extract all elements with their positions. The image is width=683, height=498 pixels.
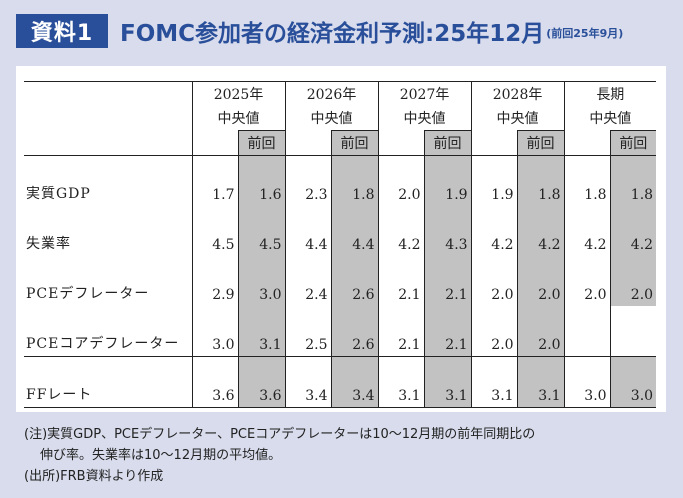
- cell-value: 2.0: [516, 306, 565, 357]
- header-row-years: 2025年 2026年 2027年 2028年 長期: [24, 81, 657, 106]
- cell-value: 4.3: [423, 206, 472, 256]
- cell-value: 2.0: [609, 256, 657, 306]
- cell-value: 2.1: [377, 306, 425, 357]
- cell-value: [609, 306, 657, 357]
- footnotes: (注)実質GDP、PCEデフレーター、PCEコアデフレーターは10〜12月期の前…: [24, 424, 535, 487]
- row-label: FFレート: [24, 356, 192, 408]
- cell-value: 3.4: [284, 356, 332, 408]
- cell-value: 4.2: [377, 206, 425, 256]
- table-row: PCEコアデフレーター 3.0 3.1 2.5 2.6 2.1 2.1 2.0 …: [24, 306, 657, 357]
- cell-value: 1.6: [237, 155, 286, 206]
- cell-value: 1.8: [330, 155, 379, 206]
- prev-header: 前回: [423, 130, 472, 156]
- row-label: PCEデフレーター: [26, 286, 150, 302]
- year-header: 2027年: [377, 81, 472, 106]
- table-row: 失業率 4.5 4.5 4.4 4.4 4.2 4.3 4.2 4.2 4.2 …: [24, 206, 657, 256]
- cell-value: 3.1: [470, 356, 518, 408]
- cell-value: 4.5: [191, 206, 238, 256]
- cell-value: 2.0: [516, 256, 565, 306]
- cell-value: 1.8: [516, 155, 565, 206]
- table-row: 実質GDP 1.7 1.6 2.3 1.8 2.0 1.9 1.9 1.8 1.…: [24, 155, 657, 206]
- prev-header: 前回: [609, 130, 657, 156]
- cell-value: 4.4: [330, 206, 379, 256]
- median-header: 中央値: [191, 106, 286, 131]
- cell-value: 2.3: [284, 155, 332, 206]
- cell-value: 3.0: [191, 306, 238, 357]
- note-line: 伸び率。失業率は10〜12月期の平均値。: [40, 448, 282, 463]
- year-header: 2028年: [470, 81, 565, 106]
- cell-value: [563, 306, 611, 357]
- median-header: 中央値: [563, 106, 657, 131]
- forecast-table-panel: 2025年 2026年 2027年 2028年 長期 中央値 中央値 中央値 中…: [16, 66, 666, 412]
- year-header: 2025年: [191, 81, 286, 106]
- table-row: FFレート 3.6 3.6 3.4 3.4 3.1 3.1 3.1 3.1 3.…: [24, 356, 657, 408]
- prev-header: 前回: [237, 130, 286, 156]
- cell-value: 2.9: [191, 256, 238, 306]
- cell-value: 2.6: [330, 256, 379, 306]
- header-row-prev: 前回 前回 前回 前回 前回: [24, 130, 657, 156]
- year-header: 2026年: [284, 81, 379, 106]
- cell-value: 3.6: [191, 356, 238, 408]
- prev-header: 前回: [516, 130, 565, 156]
- cell-value: 3.4: [330, 356, 379, 408]
- row-label: 実質GDP: [26, 186, 91, 202]
- median-header: 中央値: [470, 106, 565, 131]
- cell-value: 4.2: [470, 206, 518, 256]
- cell-value: 3.6: [237, 356, 286, 408]
- cell-value: 1.8: [609, 155, 657, 206]
- cell-value: 4.2: [609, 206, 657, 256]
- header-row-median: 中央値 中央値 中央値 中央値 中央値: [24, 106, 657, 131]
- forecast-table: 2025年 2026年 2027年 2028年 長期 中央値 中央値 中央値 中…: [24, 81, 657, 408]
- cell-value: 3.0: [563, 356, 611, 408]
- cell-value: 4.4: [284, 206, 332, 256]
- title-text: FOMC参加者の経済金利予測:25年12月: [120, 21, 545, 47]
- cell-value: 1.7: [191, 155, 238, 206]
- median-header: 中央値: [377, 106, 472, 131]
- cell-value: 2.0: [470, 256, 518, 306]
- cell-value: 3.0: [609, 356, 657, 408]
- row-label: 失業率: [26, 236, 71, 252]
- cell-value: 3.1: [423, 356, 472, 408]
- cell-value: 2.4: [284, 256, 332, 306]
- cell-value: 4.2: [516, 206, 565, 256]
- cell-value: 3.1: [237, 306, 286, 357]
- cell-value: 2.0: [377, 155, 425, 206]
- cell-value: 3.1: [516, 356, 565, 408]
- cell-value: 2.1: [377, 256, 425, 306]
- cell-value: 1.9: [470, 155, 518, 206]
- cell-value: 2.6: [330, 306, 379, 357]
- title-subtitle: (前回25年9月): [546, 27, 624, 40]
- cell-value: 2.5: [284, 306, 332, 357]
- document-title: FOMC参加者の経済金利予測:25年12月 (前回25年9月): [120, 14, 623, 48]
- cell-value: 2.0: [470, 306, 518, 357]
- source-line: (出所)FRB資料より作成: [24, 469, 164, 484]
- cell-value: 4.5: [237, 206, 286, 256]
- document-badge: 資料1: [16, 14, 108, 48]
- cell-value: 2.1: [423, 256, 472, 306]
- prev-header: 前回: [330, 130, 379, 156]
- cell-value: 3.0: [237, 256, 286, 306]
- year-header: 長期: [563, 81, 657, 106]
- median-header: 中央値: [284, 106, 379, 131]
- table-row: PCEデフレーター 2.9 3.0 2.4 2.6 2.1 2.1 2.0 2.…: [24, 256, 657, 306]
- cell-value: 2.1: [423, 306, 472, 357]
- cell-value: 4.2: [563, 206, 611, 256]
- note-line: (注)実質GDP、PCEデフレーター、PCEコアデフレーターは10〜12月期の前…: [24, 427, 536, 442]
- cell-value: 3.1: [377, 356, 425, 408]
- header-blank: [24, 81, 192, 106]
- cell-value: 1.8: [563, 155, 611, 206]
- row-label: PCEコアデフレーター: [26, 336, 180, 352]
- cell-value: 1.9: [423, 155, 472, 206]
- cell-value: 2.0: [563, 256, 611, 306]
